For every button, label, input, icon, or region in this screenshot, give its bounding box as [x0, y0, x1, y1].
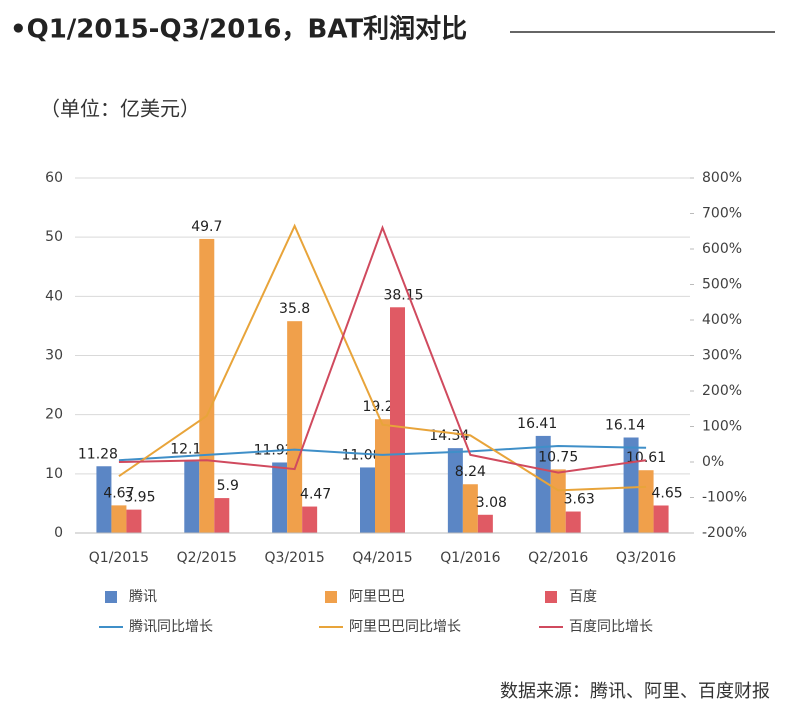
data-label: 16.41	[517, 416, 557, 432]
data-label: 10.75	[538, 449, 578, 465]
bar	[565, 511, 581, 533]
y-tick-label: 20	[45, 407, 63, 423]
bar	[302, 506, 318, 533]
bar	[199, 238, 215, 534]
data-label: 3.95	[124, 490, 155, 506]
bar	[214, 498, 230, 533]
bar	[184, 461, 200, 533]
y-tick-label: 10	[45, 466, 63, 482]
x-tick-label: Q4/2015	[352, 550, 412, 566]
bar	[390, 307, 405, 533]
x-tick-label: Q3/2016	[616, 550, 676, 566]
bar	[126, 509, 142, 533]
data-label: 35.8	[279, 301, 310, 317]
data-label: 10.61	[626, 450, 666, 466]
bar	[111, 505, 127, 533]
data-label: 8.24	[455, 464, 486, 480]
data-label: 49.7	[191, 219, 222, 235]
legend-swatch	[545, 591, 557, 603]
bar	[360, 467, 375, 533]
data-label: 4.47	[300, 487, 331, 503]
y2-tick-label: 300%	[702, 348, 742, 364]
x-tick-label: Q1/2015	[89, 550, 149, 566]
y-tick-label: 60	[45, 170, 63, 186]
bar	[287, 321, 303, 533]
y2-tick-label: 800%	[702, 170, 742, 186]
legend-swatch	[105, 591, 117, 603]
chart-title: •Q1/2015-Q3/2016，BAT利润对比	[10, 14, 467, 45]
data-label: 3.08	[476, 495, 507, 511]
y2-tick-label: 100%	[702, 419, 742, 435]
legend-label: 百度	[569, 589, 597, 605]
data-label: 11.08	[341, 447, 381, 463]
y2-tick-label: -100%	[702, 490, 747, 506]
legend-swatch	[325, 591, 337, 603]
data-label: 4.67	[103, 485, 134, 501]
source-note: 数据来源：腾讯、阿里、百度财报	[500, 681, 770, 702]
bar	[477, 514, 493, 533]
bar	[535, 435, 551, 533]
y2-tick-label: 700%	[702, 206, 742, 222]
bar	[96, 466, 112, 533]
data-label: 11.28	[78, 446, 118, 462]
y-tick-label: 40	[45, 288, 63, 304]
legend-label: 腾讯	[129, 588, 157, 605]
chart-subtitle: （单位：亿美元）	[40, 97, 200, 121]
y-tick-label: 30	[45, 348, 63, 364]
bar	[550, 469, 566, 533]
bar	[375, 419, 390, 533]
legend-label: 阿里巴巴	[349, 589, 405, 605]
y2-tick-label: 0%	[702, 454, 724, 470]
x-tick-label: Q2/2015	[177, 550, 237, 566]
data-label: 38.15	[383, 287, 423, 303]
x-tick-label: Q2/2016	[528, 550, 588, 566]
bar	[462, 484, 478, 533]
bar	[638, 470, 654, 533]
legend-label: 阿里巴巴同比增长	[349, 619, 461, 635]
y-tick-label: 50	[45, 229, 63, 245]
y2-tick-label: 500%	[702, 277, 742, 293]
bar	[653, 505, 669, 533]
y2-tick-label: -200%	[702, 525, 747, 541]
bar	[447, 448, 463, 533]
legend-label: 腾讯同比增长	[129, 618, 213, 635]
x-tick-label: Q1/2016	[440, 550, 500, 566]
data-label: 5.9	[217, 478, 239, 494]
y2-tick-label: 600%	[702, 241, 742, 257]
y2-tick-label: 200%	[702, 383, 742, 399]
x-tick-label: Q3/2015	[265, 550, 325, 566]
legend-label: 百度同比增长	[569, 619, 653, 635]
data-label: 12.1	[170, 441, 201, 457]
growth-line	[118, 224, 647, 474]
data-label: 4.65	[651, 485, 682, 501]
growth-line	[118, 223, 647, 492]
growth-line	[118, 445, 647, 462]
bar	[272, 462, 288, 533]
y-tick-label: 0	[54, 525, 63, 541]
data-label: 16.14	[605, 418, 645, 434]
data-label: 3.63	[564, 492, 595, 508]
y2-tick-label: 400%	[702, 312, 742, 328]
